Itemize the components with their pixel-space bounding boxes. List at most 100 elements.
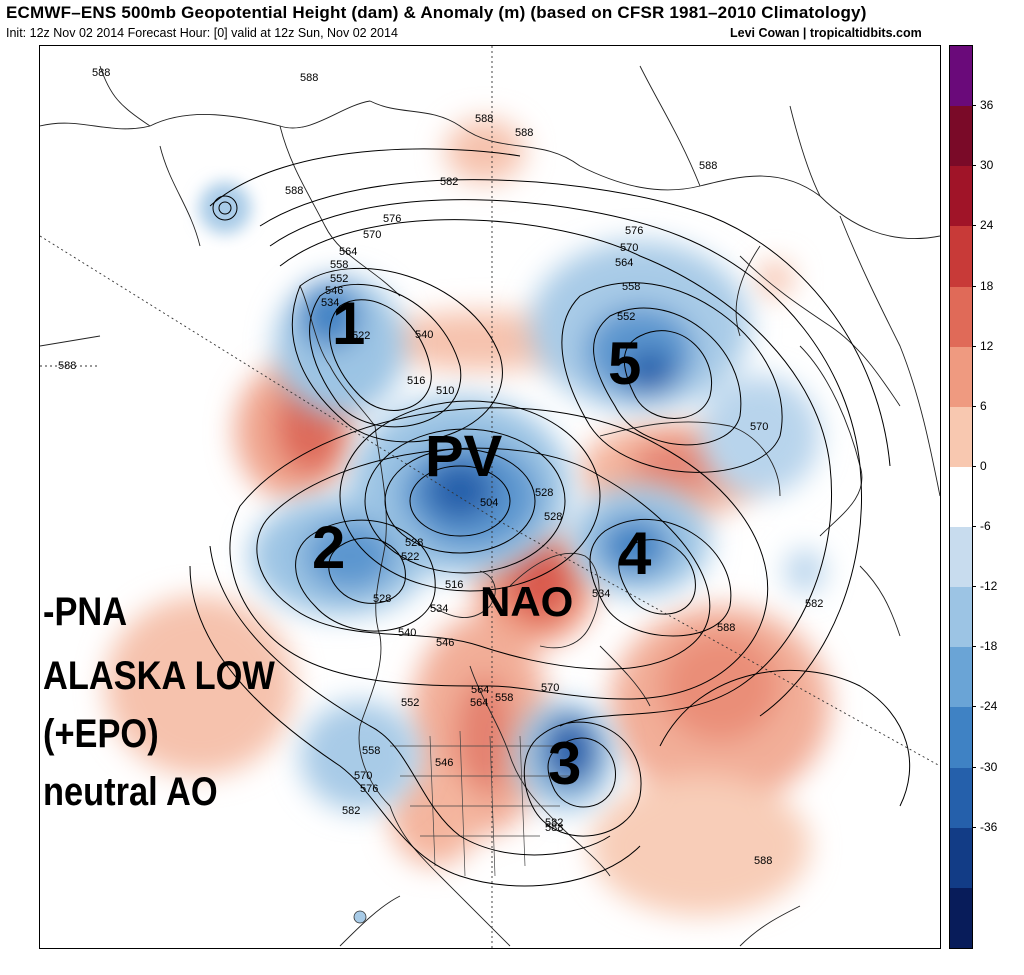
contour-label: 510 (436, 385, 454, 397)
colorbar-tick-label: 36 (980, 98, 994, 113)
colorbar-tick-label: -24 (980, 699, 998, 714)
contour-label: 588 (754, 855, 772, 867)
colorbar-band (950, 286, 972, 348)
contour-label: 588 (717, 622, 735, 634)
colorbar-tick-label: 30 (980, 158, 994, 173)
contour-label: 588 (475, 113, 493, 125)
contour-label: 516 (445, 579, 463, 591)
positive-anomalies (105, 119, 830, 916)
contour-label: 552 (617, 311, 635, 323)
colorbar-tick-mark (972, 826, 976, 828)
colorbar-band (950, 587, 972, 648)
init-line: Init: 12z Nov 02 2014 Forecast Hour: [0]… (6, 26, 398, 40)
colorbar-band (950, 46, 972, 107)
colorbar-band (950, 166, 972, 227)
contour-label: 564 (470, 697, 488, 709)
colorbar-tick-mark (972, 405, 976, 407)
contour-label: 546 (325, 285, 343, 297)
contour-label: 522 (352, 330, 370, 342)
contour-label: 528 (535, 487, 553, 499)
map-boundaries (40, 65, 940, 947)
colorbar-tick-mark (972, 526, 976, 528)
map-canvas: 588 588 588 588 588 582 576 570 564 558 … (40, 46, 940, 948)
contour-label: 558 (495, 692, 513, 704)
hemisphere-map: 588 588 588 588 588 582 576 570 564 558 … (39, 45, 941, 949)
colorbar-band (950, 827, 972, 889)
colorbar-band (950, 767, 972, 829)
contour-label: 582 (342, 805, 360, 817)
colorbar-tick-mark (972, 285, 976, 287)
chart-title: ECMWF–ENS 500mb Geopotential Height (dam… (6, 3, 867, 22)
contour-label: 528 (405, 537, 423, 549)
contour-label: 588 (92, 67, 110, 79)
colorbar-tick-mark (972, 345, 976, 347)
colorbar-tick-mark (972, 105, 976, 107)
colorbar-band (950, 647, 972, 708)
colorbar-band (950, 466, 972, 528)
label-feature-3: 3 (548, 730, 581, 797)
contour-label: 540 (415, 329, 433, 341)
colorbar-band (950, 346, 972, 408)
label-feature-1: 1 (332, 290, 365, 357)
colorbar-tick-label: -36 (980, 819, 998, 834)
label-nao: NAO (480, 578, 573, 625)
contour-label: 558 (622, 281, 640, 293)
colorbar-tick-label: 0 (980, 458, 987, 473)
label-epo: (+EPO) (43, 712, 159, 756)
colorbar-tick-label: -12 (980, 579, 998, 594)
contour-label: 582 (440, 176, 458, 188)
colorbar-tick-label: -18 (980, 639, 998, 654)
contour-label: 522 (401, 551, 419, 563)
annotation-labels: 1 2 3 4 5 PV NAO (312, 290, 652, 797)
contour-label: 570 (750, 421, 768, 433)
contour-label: 564 (615, 257, 633, 269)
contour-value-labels: 588 588 588 588 588 582 576 570 564 558 … (58, 67, 823, 867)
contour-label: 576 (360, 783, 378, 795)
colorbar-tick-label: 24 (980, 218, 994, 233)
contour-label: 504 (480, 497, 498, 509)
contour-label: 570 (363, 229, 381, 241)
contour-label: 570 (354, 770, 372, 782)
contour-label: 534 (321, 297, 339, 309)
colorbar-band (950, 527, 972, 588)
height-contours (189, 148, 911, 887)
label-polar-vortex: PV (425, 424, 503, 489)
colorbar-band (950, 226, 972, 288)
colorbar-tick-label: 12 (980, 338, 994, 353)
contour-label: 582 (805, 598, 823, 610)
label-feature-2: 2 (312, 514, 345, 581)
colorbar-tick-mark (972, 646, 976, 648)
contour-label: 558 (330, 259, 348, 271)
contour-label: 582 (545, 817, 563, 829)
contour-label: 588 (545, 822, 563, 834)
label-feature-5: 5 (608, 330, 641, 397)
colorbar-band (950, 106, 972, 167)
colorbar-tick-mark (972, 586, 976, 588)
contour-label: 570 (541, 682, 559, 694)
contour-label: 516 (407, 375, 425, 387)
contour-label: 564 (471, 684, 489, 696)
contour-label: 546 (436, 637, 454, 649)
us-state-lines (390, 730, 570, 877)
label-feature-4: 4 (618, 520, 652, 587)
contour-label: 552 (330, 273, 348, 285)
contour-label: 564 (339, 246, 357, 258)
contour-label: 588 (515, 127, 533, 139)
contour-label: 528 (373, 593, 391, 605)
colorbar-band (950, 887, 972, 949)
colorbar (949, 45, 973, 949)
colorbar-tick-mark (972, 706, 976, 708)
label-alaska-low: ALASKA LOW (43, 654, 275, 698)
contour-label: 588 (285, 185, 303, 197)
colorbar-tick-label: 6 (980, 398, 987, 413)
label-pna: -PNA (43, 590, 128, 634)
contour-label: 576 (383, 213, 401, 225)
colorbar-tick-label: -30 (980, 759, 998, 774)
contour-label: 570 (620, 242, 638, 254)
small-anomaly-dot (353, 910, 367, 924)
contour-label: 576 (625, 225, 643, 237)
colorbar-ticks: 36 30 24 18 12 6 0 -6 -12 -18 -24 -30 -36 (972, 45, 1022, 947)
contour-label: 558 (362, 745, 380, 757)
contour-label: 540 (398, 627, 416, 639)
contour-label: 546 (435, 757, 453, 769)
